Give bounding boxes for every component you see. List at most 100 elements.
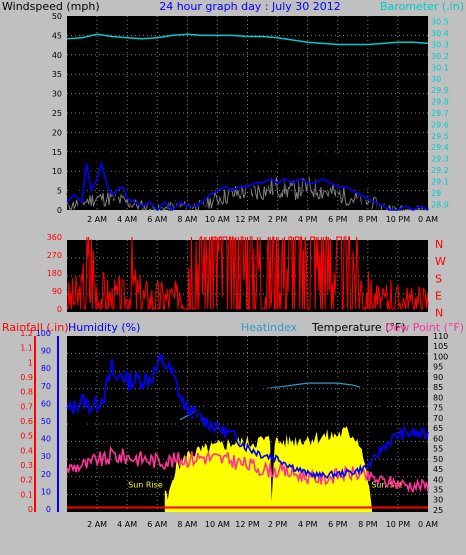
solar-radiation-area	[164, 426, 373, 514]
rain-y-tick-label: 0.8	[20, 388, 33, 397]
wind-x-tick-label: 6 AM	[147, 215, 167, 224]
barometer-y-tick-label: 28.9	[431, 200, 449, 209]
dewpoint-axis-label: Dew Point (°F)	[385, 321, 464, 334]
temperature-y-tick-label: 75	[433, 404, 443, 413]
temp-x-tick-label: 8 AM	[177, 520, 197, 529]
rain-y-tick-label: 0.1	[20, 490, 33, 499]
rain-y-tick-label: 0.7	[20, 402, 33, 411]
wind-y-tick-label: 15	[52, 148, 62, 157]
barometer-y-tick-label: 30.5	[431, 18, 449, 27]
sunrise-label: Sun Rise	[128, 480, 163, 489]
compass-label: S	[435, 272, 442, 285]
rain-y-tick-label: 0.5	[20, 432, 33, 441]
barometer-y-tick-label: 29.5	[431, 132, 449, 141]
temperature-y-tick-label: 40	[433, 475, 443, 484]
barometer-y-tick-label: 30.1	[431, 63, 449, 72]
rain-y-tick-label: 0.4	[20, 446, 33, 455]
humidity-y-tick-label: 70	[41, 382, 51, 391]
wind-x-tick-label: 10 AM	[205, 215, 230, 224]
temp-x-tick-label: 6 PM	[328, 520, 347, 529]
compass-label: W	[435, 255, 446, 268]
sunset-label: Sun Set	[371, 480, 402, 489]
barometer-y-tick-label: 29.4	[431, 143, 449, 152]
rain-y-tick-label: 1.1	[20, 344, 33, 353]
wind-x-tick-label: 8 AM	[177, 215, 197, 224]
wind-barometer-panel: 0 5 10 15 20 25 30 35 40 45 50 28.9 29 29.1 29.2 29.3 29…	[52, 12, 449, 224]
temp-x-tick-label: 4 AM	[117, 520, 137, 529]
temperature-axis-label: Temperature (°F)	[311, 321, 406, 334]
barometer-y-tick-label: 30.2	[431, 52, 449, 61]
wind-y-tick-label: 45	[52, 31, 62, 40]
humidity-y-tick-label: 60	[41, 399, 51, 408]
rain-y-tick-label: 1	[28, 358, 33, 367]
temp-x-tick-label: 8 PM	[358, 520, 377, 529]
rain-y-tick-label: 1.2	[20, 329, 33, 338]
dewpoint-series	[66, 445, 429, 494]
temperature-y-tick-label: 95	[433, 363, 443, 372]
humidity-axis-label: Humidity (%)	[68, 321, 140, 334]
direction-y-tick-label: 0	[57, 305, 62, 314]
wind-x-tick-label: 4 AM	[117, 215, 137, 224]
temp-x-tick-label: 4 PM	[298, 520, 317, 529]
humidity-y-tick-label: 50	[41, 417, 51, 426]
wind-direction-series	[66, 236, 429, 311]
wind-y-tick-label: 10	[52, 167, 62, 176]
barometer-y-tick-label: 29.6	[431, 120, 449, 129]
rain-y-tick-label: 0.2	[20, 476, 33, 485]
humidity-y-tick-label: 40	[41, 435, 51, 444]
temperature-y-tick-label: 45	[433, 465, 443, 474]
wind-gust-series	[66, 105, 429, 212]
temp-x-tick-label: 2 PM	[268, 520, 287, 529]
compass-label: N	[435, 238, 443, 251]
temperature-y-tick-label: 30	[433, 496, 443, 505]
rainfall-axis-label: Rainfall (.in)	[2, 321, 69, 334]
wind-x-tick-label: 0 AM	[418, 215, 438, 224]
temperature-y-tick-label: 25	[433, 506, 443, 515]
heatindex-label: Heatindex	[241, 321, 298, 334]
wind-x-tick-label: 6 PM	[328, 215, 347, 224]
direction-y-tick-label: 270	[47, 251, 62, 260]
barometer-axis-label: Barometer (.in)	[380, 0, 464, 13]
wind-y-tick-label: 35	[52, 70, 62, 79]
temp-x-tick-label: 2 AM	[87, 520, 107, 529]
temperature-y-tick-label: 35	[433, 485, 443, 494]
direction-y-tick-label: 90	[52, 287, 62, 296]
rain-y-tick-label: 0.6	[20, 417, 33, 426]
rain-y-tick-label: 0.9	[20, 373, 33, 382]
direction-y-tick-label: 180	[47, 269, 62, 278]
temperature-y-tick-label: 60	[433, 434, 443, 443]
compass-label: N	[435, 307, 443, 320]
barometer-y-tick-label: 30.3	[431, 41, 449, 50]
barometer-series	[66, 33, 429, 46]
humidity-y-tick-label: 0	[46, 505, 51, 514]
barometer-y-tick-label: 29	[431, 189, 441, 198]
wind-x-tick-label: 4 PM	[298, 215, 317, 224]
humidity-y-tick-label: 10	[41, 487, 51, 496]
temperature-y-tick-label: 70	[433, 414, 443, 423]
wind-y-tick-label: 25	[52, 109, 62, 118]
temperature-y-tick-label: 55	[433, 445, 443, 454]
wind-x-tick-label: 2 AM	[87, 215, 107, 224]
barometer-y-tick-label: 29.1	[431, 177, 449, 186]
temperature-y-tick-label: 110	[433, 332, 448, 341]
wind-y-tick-label: 50	[52, 12, 62, 21]
temperature-y-tick-label: 65	[433, 424, 443, 433]
temp-x-tick-label: 10 AM	[205, 520, 230, 529]
temperature-y-tick-label: 90	[433, 373, 443, 382]
temperature-y-tick-label: 100	[433, 352, 448, 361]
temp-x-tick-label: 10 PM	[386, 520, 411, 529]
humidity-y-tick-label: 80	[41, 364, 51, 373]
windspeed-axis-label: Windspeed (mph)	[2, 0, 100, 13]
compass-label: E	[435, 289, 442, 302]
wind-y-tick-label: 40	[52, 51, 62, 60]
barometer-y-tick-label: 30.4	[431, 29, 449, 38]
chart-title: 24 hour graph day : July 30 2012	[159, 0, 341, 13]
temp-x-tick-label: 6 AM	[147, 520, 167, 529]
barometer-y-tick-label: 30	[431, 75, 441, 84]
wind-x-tick-label: 10 PM	[386, 215, 411, 224]
temp-x-tick-label: 0 AM	[418, 520, 438, 529]
temp-x-tick-label: 12 PM	[235, 520, 260, 529]
barometer-y-tick-label: 29.9	[431, 86, 449, 95]
humidity-y-tick-label: 90	[41, 347, 51, 356]
temperature-y-tick-label: 85	[433, 383, 443, 392]
